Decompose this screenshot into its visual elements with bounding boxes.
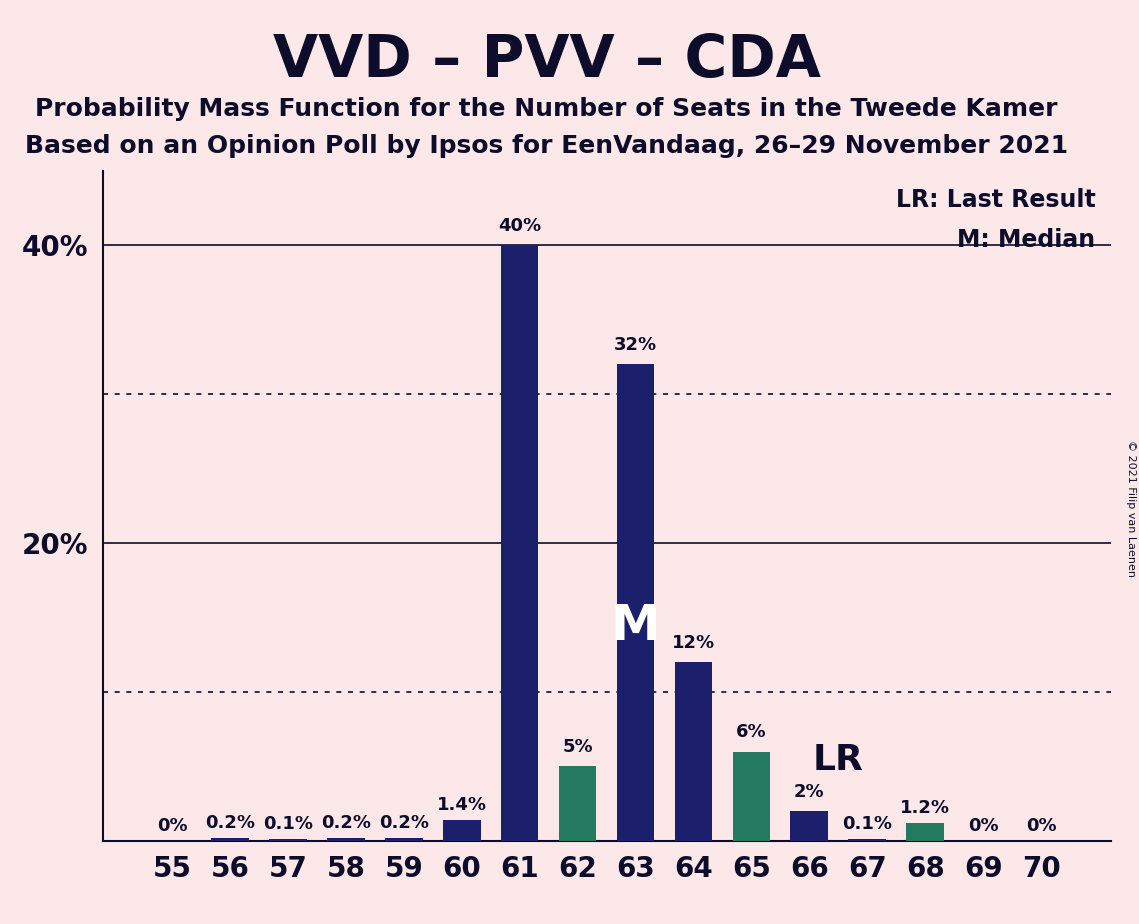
Text: 40%: 40% [498,217,541,235]
Bar [501,246,539,841]
Text: 1.2%: 1.2% [900,799,950,817]
Bar [732,751,770,841]
Bar [385,838,423,841]
Text: Based on an Opinion Poll by Ipsos for EenVandaag, 26–29 November 2021: Based on an Opinion Poll by Ipsos for Ee… [25,134,1068,158]
Text: 32%: 32% [614,336,657,354]
Bar [790,811,828,841]
Bar [674,663,712,841]
Bar [327,838,364,841]
Text: 2%: 2% [794,783,825,800]
Text: 0%: 0% [1026,817,1056,835]
Text: 6%: 6% [736,723,767,741]
Text: 5%: 5% [563,738,593,756]
Text: 0%: 0% [157,817,187,835]
Text: 0.2%: 0.2% [205,814,255,832]
Text: 0%: 0% [968,817,999,835]
Text: 0.2%: 0.2% [321,814,371,832]
Text: M: M [611,602,661,650]
Text: 0.1%: 0.1% [842,815,892,833]
Text: VVD – PVV – CDA: VVD – PVV – CDA [272,32,821,90]
Text: M: Median: M: Median [957,228,1096,252]
Text: Probability Mass Function for the Number of Seats in the Tweede Kamer: Probability Mass Function for the Number… [35,97,1058,121]
Bar [849,839,886,841]
Bar [559,766,597,841]
Text: 0.1%: 0.1% [263,815,313,833]
Text: 0.2%: 0.2% [379,814,428,832]
Text: 1.4%: 1.4% [436,796,486,814]
Bar [269,839,306,841]
Text: LR: LR [812,744,863,777]
Text: LR: Last Result: LR: Last Result [895,188,1096,212]
Bar [211,838,248,841]
Bar [907,823,944,841]
Text: 12%: 12% [672,634,715,651]
Bar [443,820,481,841]
Text: © 2021 Filip van Laenen: © 2021 Filip van Laenen [1126,440,1136,577]
Bar [616,364,654,841]
